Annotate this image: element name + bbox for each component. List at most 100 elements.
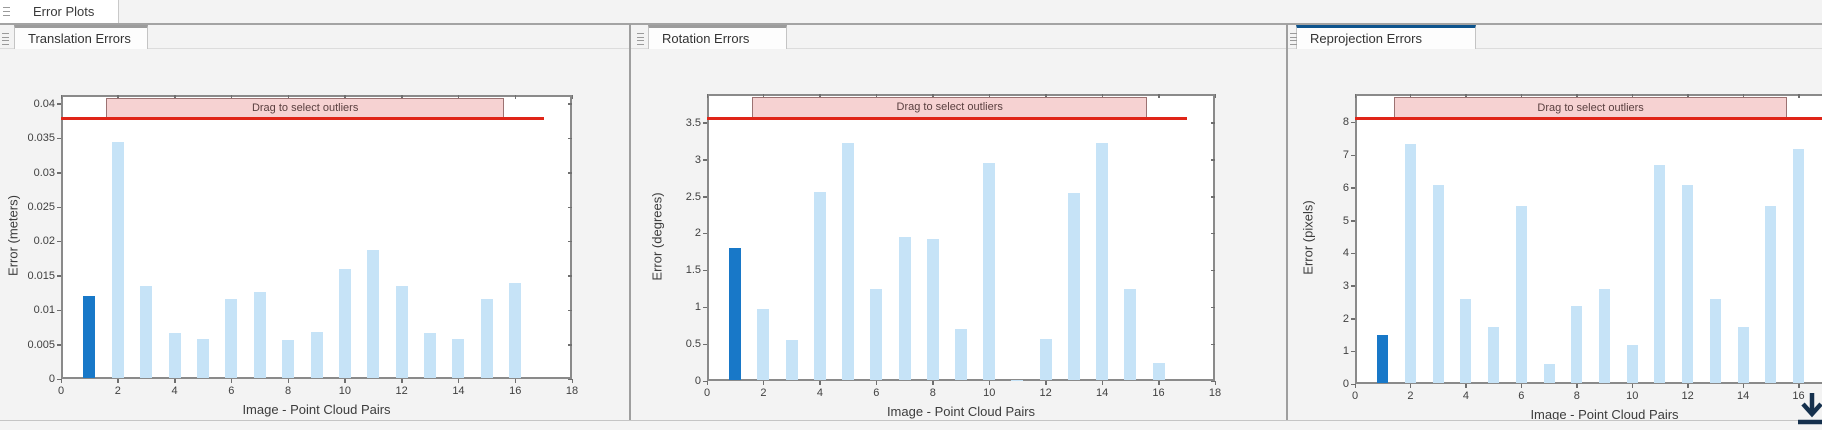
tab-rotation-errors[interactable]: Rotation Errors (648, 25, 787, 49)
tab-translation-errors[interactable]: Translation Errors (14, 25, 148, 49)
panel-tab-bar (0, 25, 629, 49)
x-tick-label: 2 (114, 385, 121, 397)
threshold-line[interactable] (1355, 117, 1822, 121)
y-tick (568, 344, 572, 346)
threshold-line[interactable] (707, 116, 1187, 120)
panel-grip-icon[interactable] (1290, 33, 1297, 45)
bar (1432, 184, 1444, 383)
tab-error-plots[interactable]: Error Plots (0, 0, 119, 23)
y-tick (1351, 121, 1355, 124)
y-tick-label: 0.04 (33, 97, 55, 110)
x-axis-label: Image - Point Cloud Pairs (242, 402, 391, 417)
x-tick (1045, 381, 1047, 385)
bar (395, 286, 408, 378)
y-tick (1351, 285, 1355, 287)
threshold-line[interactable] (61, 116, 544, 120)
x-tick (457, 379, 460, 383)
y-tick (568, 137, 572, 140)
x-tick (762, 381, 765, 385)
x-tick (762, 94, 765, 98)
y-tick-label: 0.01 (33, 304, 55, 317)
y-tick-label: 5 (1342, 214, 1349, 227)
x-tick (932, 381, 934, 385)
y-tick-label: 3 (1342, 279, 1349, 292)
x-tick (1354, 384, 1356, 388)
x-tick (1158, 94, 1160, 98)
panel-divider[interactable] (629, 24, 631, 420)
x-tick (60, 379, 62, 383)
bar (509, 282, 522, 378)
plot-area[interactable] (1355, 94, 1822, 384)
x-tick (571, 379, 573, 383)
y-tick-label: 1 (694, 301, 701, 314)
bar (1626, 344, 1638, 383)
panel-tab-label: Translation Errors (28, 31, 131, 46)
x-tick (1742, 384, 1745, 388)
x-tick (1101, 94, 1104, 98)
dock-down-arrow-icon[interactable] (1792, 392, 1822, 430)
tab-reprojection-errors[interactable]: Reprojection Errors (1296, 25, 1476, 49)
y-tick-label: 2 (694, 227, 701, 240)
x-tick (1687, 384, 1689, 388)
panel-grip-icon[interactable] (2, 33, 9, 45)
bar (1765, 205, 1777, 383)
x-tick (1631, 94, 1634, 98)
y-axis-label: Error (pixels) (1300, 200, 1316, 275)
x-tick (1465, 384, 1467, 388)
y-tick (1351, 350, 1355, 353)
y-tick (568, 309, 572, 312)
y-tick (703, 159, 707, 161)
y-tick (1211, 380, 1215, 382)
x-tick (401, 95, 403, 99)
x-tick (60, 95, 62, 99)
x-tick (988, 94, 991, 98)
bar (785, 339, 798, 380)
x-tick (706, 381, 708, 385)
y-tick (1351, 318, 1355, 320)
x-tick-label: 8 (1573, 390, 1580, 402)
y-tick-label: 0.035 (27, 132, 55, 145)
x-tick (1214, 381, 1216, 385)
bar (140, 286, 153, 378)
y-tick-label: 3.5 (685, 116, 701, 129)
y-tick-label: 0 (48, 373, 55, 385)
bar (1709, 298, 1721, 383)
x-tick (932, 94, 934, 98)
x-tick-label: 0 (1351, 390, 1359, 402)
panel-tab-label: Rotation Errors (662, 31, 750, 46)
panel-divider[interactable] (1286, 24, 1288, 420)
bar (813, 192, 826, 380)
x-tick-label: 14 (1095, 387, 1109, 399)
x-tick (875, 381, 878, 385)
bar (757, 308, 770, 380)
x-tick-label: 16 (509, 385, 522, 397)
bar (983, 162, 996, 380)
x-tick-label: 12 (395, 385, 408, 397)
x-tick (344, 95, 346, 99)
y-tick (703, 122, 707, 124)
panel-grip-icon[interactable] (637, 33, 644, 45)
outlier-banner[interactable]: Drag to select outliers (752, 97, 1148, 117)
x-tick (1742, 94, 1745, 98)
bar (1404, 143, 1416, 383)
x-tick (1409, 94, 1412, 98)
x-tick (1214, 94, 1216, 98)
x-tick (1045, 94, 1047, 98)
x-tick (819, 381, 821, 385)
x-tick (1101, 381, 1104, 385)
figure-grip-icon[interactable] (3, 7, 10, 16)
bar (955, 328, 967, 380)
x-tick (514, 379, 517, 383)
y-tick (703, 232, 707, 235)
x-tick (1158, 381, 1160, 385)
outlier-banner[interactable]: Drag to select outliers (106, 98, 504, 117)
y-tick-label: 2 (1342, 312, 1349, 325)
y-tick (57, 240, 61, 243)
x-tick-label: 10 (983, 387, 996, 399)
x-tick (174, 95, 176, 99)
bar (1515, 205, 1527, 383)
x-tick-label: 10 (1626, 390, 1639, 402)
x-axis-label: Image - Point Cloud Pairs (886, 404, 1036, 419)
outlier-banner[interactable]: Drag to select outliers (1393, 97, 1788, 118)
bar (1543, 364, 1555, 383)
